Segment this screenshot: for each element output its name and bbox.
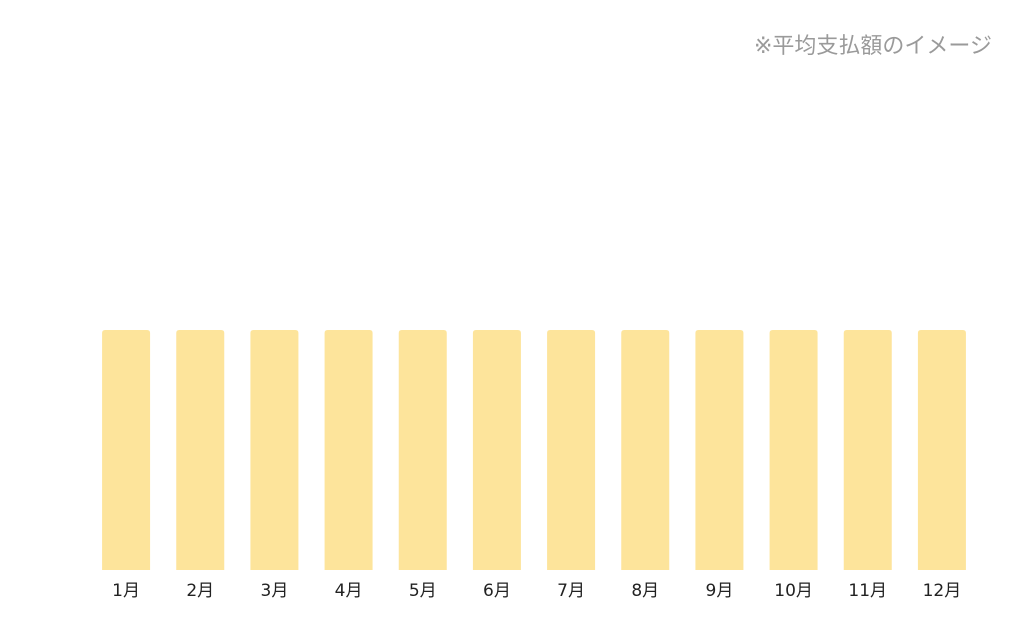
- chart-note: ※平均支払額のイメージ: [754, 34, 992, 59]
- x-tick-label-11: 11月: [848, 581, 887, 601]
- bar-11: [843, 330, 892, 570]
- x-tick-label-7: 7月: [557, 581, 585, 601]
- x-tick-label-4: 4月: [335, 581, 363, 601]
- x-tick-labels: 1月 2月 3月 4月 5月 6月 7月 8月 9月 10月 11月 12月: [112, 581, 961, 601]
- bar-9: [695, 330, 744, 570]
- bar-8: [621, 330, 670, 570]
- bars-group: [102, 330, 966, 570]
- x-tick-label-10: 10月: [774, 581, 813, 601]
- x-tick-label-3: 3月: [261, 581, 289, 601]
- bar-2: [176, 330, 225, 570]
- bar-1: [102, 330, 151, 570]
- x-tick-label-1: 1月: [112, 581, 140, 601]
- x-tick-label-9: 9月: [706, 581, 734, 601]
- x-tick-label-8: 8月: [631, 581, 659, 601]
- bar-12: [917, 330, 966, 570]
- x-tick-label-6: 6月: [483, 581, 511, 601]
- bar-10: [769, 330, 818, 570]
- x-tick-label-2: 2月: [186, 581, 214, 601]
- x-tick-label-5: 5月: [409, 581, 437, 601]
- x-tick-label-12: 12月: [923, 581, 962, 601]
- bar-7: [547, 330, 596, 570]
- bar-4: [324, 330, 373, 570]
- bar-5: [398, 330, 447, 570]
- bar-6: [472, 330, 521, 570]
- bar-3: [250, 330, 299, 570]
